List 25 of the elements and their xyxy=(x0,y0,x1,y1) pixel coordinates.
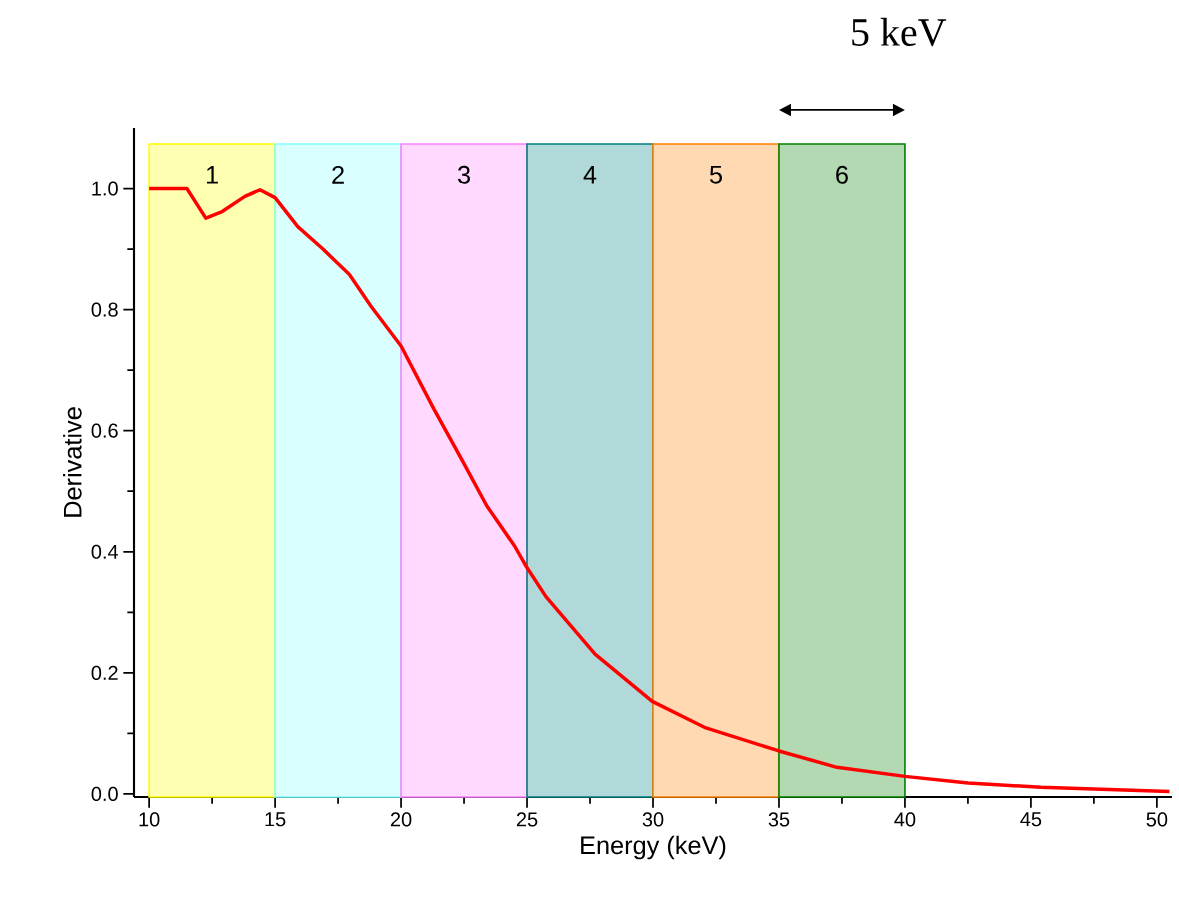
x-tick-label: 40 xyxy=(894,812,916,827)
x-tick-label: 15 xyxy=(265,812,286,827)
band-label: 6 xyxy=(836,165,848,184)
y-tick-label: 0.8 xyxy=(91,302,118,317)
x-tick-label: 30 xyxy=(642,812,664,827)
x-tick-label: 25 xyxy=(516,812,538,827)
x-tick-label: 35 xyxy=(768,812,790,827)
band-label: 3 xyxy=(457,165,470,184)
x-axis-title: Energy (keV) xyxy=(581,835,726,860)
x-tick-label: 50 xyxy=(1146,812,1168,827)
x-tick-label: 10 xyxy=(139,812,160,827)
band-label: 4 xyxy=(583,166,597,184)
band-label: 5 xyxy=(709,165,722,184)
y-tick-label: 0.2 xyxy=(91,665,118,680)
y-tick-label: 0.6 xyxy=(91,423,118,438)
y-tick-label: 0.0 xyxy=(91,786,118,802)
band-label: 1 xyxy=(206,166,218,184)
x-tick-label: 20 xyxy=(390,812,412,827)
band-label: 2 xyxy=(332,165,344,184)
line-series xyxy=(147,186,1172,794)
text: 5 keV xyxy=(852,17,947,47)
x-tick-label: 45 xyxy=(1020,812,1042,827)
y-tick-label: 0.4 xyxy=(91,544,119,559)
y-axis-title: Derivative xyxy=(63,407,82,517)
y-tick-label: 1.0 xyxy=(92,181,118,196)
